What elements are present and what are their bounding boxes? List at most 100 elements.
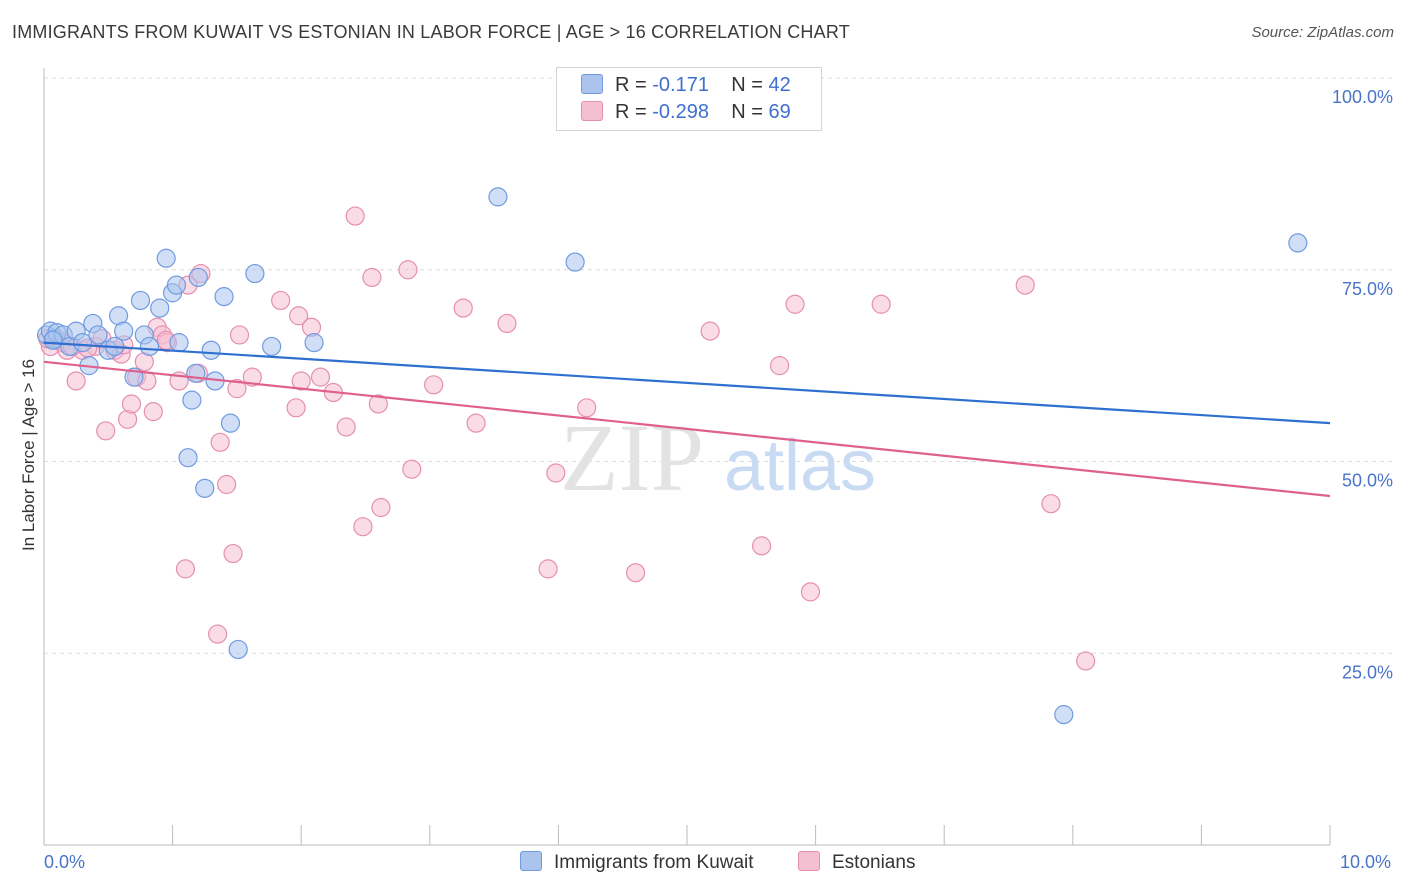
axes — [43, 68, 1331, 846]
estonians-point — [546, 463, 566, 483]
kuwait-point — [178, 448, 198, 468]
legend-row-estonians: R = -0.298 N = 69 — [581, 101, 791, 127]
kuwait-point — [1054, 705, 1074, 725]
kuwait-point — [201, 340, 221, 360]
series-immigrants-from-kuwait — [36, 187, 1308, 725]
estonians-point — [368, 394, 388, 414]
estonians-point — [143, 402, 163, 422]
grid-lines — [44, 77, 1392, 654]
y-tick-label-75: 75.0% — [1342, 279, 1393, 299]
legend-swatch-pink — [581, 101, 603, 121]
kuwait-point — [114, 321, 134, 341]
estonians-point — [271, 290, 291, 311]
legend-item-kuwait[interactable]: Immigrants from Kuwait — [520, 851, 754, 874]
estonians-point — [286, 398, 306, 418]
n-label: N = — [731, 101, 763, 123]
estonians-point — [229, 325, 250, 345]
r-label: R = — [615, 74, 647, 96]
y-tick-label-100: 100.0% — [1332, 87, 1393, 107]
estonians-point — [175, 559, 196, 579]
estonians-point — [577, 398, 597, 418]
source-label: Source: ZipAtlas.com — [1251, 24, 1394, 41]
estonians-point — [289, 306, 309, 326]
kuwait-point — [72, 333, 93, 353]
legend-item-estonians[interactable]: Estonians — [798, 851, 915, 874]
kuwait-point — [43, 330, 63, 350]
legend-label-estonians: Estonians — [832, 852, 916, 873]
kuwait-point — [214, 286, 234, 307]
estonians-point — [1076, 651, 1096, 671]
legend-row-kuwait: R = -0.171 N = 42 — [581, 74, 791, 100]
estonians-point — [424, 375, 444, 395]
kuwait-point — [182, 390, 202, 410]
estonians-point — [96, 421, 116, 441]
trend-line-kuwait — [43, 341, 1331, 425]
estonians-point — [625, 563, 646, 583]
estonians-point — [800, 582, 821, 602]
series-legend: Immigrants from Kuwait Estonians — [0, 851, 1406, 879]
estonians-point — [310, 367, 331, 387]
estonians-point — [66, 371, 86, 391]
legend-label-kuwait: Immigrants from Kuwait — [554, 852, 754, 873]
n-value-kuwait: 42 — [768, 74, 791, 96]
estonians-point — [291, 371, 311, 391]
kuwait-point — [166, 275, 187, 295]
estonians-point — [402, 459, 422, 479]
estonians-point — [362, 267, 382, 288]
watermark: ZIP atlas — [560, 404, 876, 511]
estonians-point — [353, 517, 373, 537]
kuwait-point — [188, 267, 208, 288]
estonians-point — [700, 321, 720, 341]
chart-title: IMMIGRANTS FROM KUWAIT VS ESTONIAN IN LA… — [12, 22, 850, 42]
y-tick-label-50: 50.0% — [1342, 471, 1393, 491]
y-tick-label-25: 25.0% — [1342, 662, 1393, 682]
estonians-point — [751, 536, 772, 556]
x-axis-max-label: 10.0% — [1340, 852, 1392, 872]
kuwait-point — [228, 639, 248, 660]
trend-line-estonians — [43, 360, 1331, 498]
estonians-point — [769, 356, 790, 376]
r-label: R = — [615, 101, 647, 123]
kuwait-point — [1288, 233, 1308, 253]
estonians-point — [336, 417, 356, 437]
estonians-point — [497, 313, 517, 334]
estonians-point — [242, 367, 262, 387]
kuwait-point — [262, 336, 282, 357]
legend-swatch-blue — [520, 851, 542, 871]
watermark-zip: ZIP — [560, 404, 704, 511]
kuwait-point — [156, 248, 176, 268]
kuwait-point — [130, 290, 151, 311]
n-label: N = — [731, 74, 763, 96]
r-value-estonians: -0.298 — [652, 101, 709, 123]
kuwait-point — [139, 336, 160, 357]
kuwait-point — [195, 478, 215, 498]
r-value-kuwait: -0.171 — [652, 74, 709, 96]
estonians-point — [217, 474, 237, 495]
kuwait-point — [245, 263, 265, 284]
n-value-estonians: 69 — [768, 101, 791, 123]
legend-swatch-pink — [798, 851, 820, 871]
estonians-point — [210, 432, 230, 452]
correlation-legend: R = -0.171 N = 42 R = -0.298 N = 69 — [556, 67, 822, 131]
kuwait-point — [186, 363, 206, 383]
estonians-point — [453, 298, 473, 318]
kuwait-point — [304, 333, 324, 353]
estonians-point — [223, 543, 243, 564]
legend-swatch-blue — [581, 74, 603, 94]
kuwait-point — [88, 325, 108, 345]
kuwait-point — [488, 187, 508, 207]
estonians-point — [345, 206, 365, 226]
estonians-point — [208, 624, 228, 644]
estonians-point — [371, 497, 391, 518]
estonians-point — [121, 394, 142, 414]
estonians-point — [466, 413, 486, 433]
kuwait-point — [150, 298, 170, 318]
estonians-point — [538, 559, 558, 579]
estonians-point — [1015, 275, 1035, 295]
kuwait-point — [169, 333, 189, 353]
estonians-point — [398, 260, 418, 280]
kuwait-point — [565, 252, 585, 272]
watermark-atlas: atlas — [724, 426, 876, 506]
estonians-point — [1041, 494, 1061, 514]
